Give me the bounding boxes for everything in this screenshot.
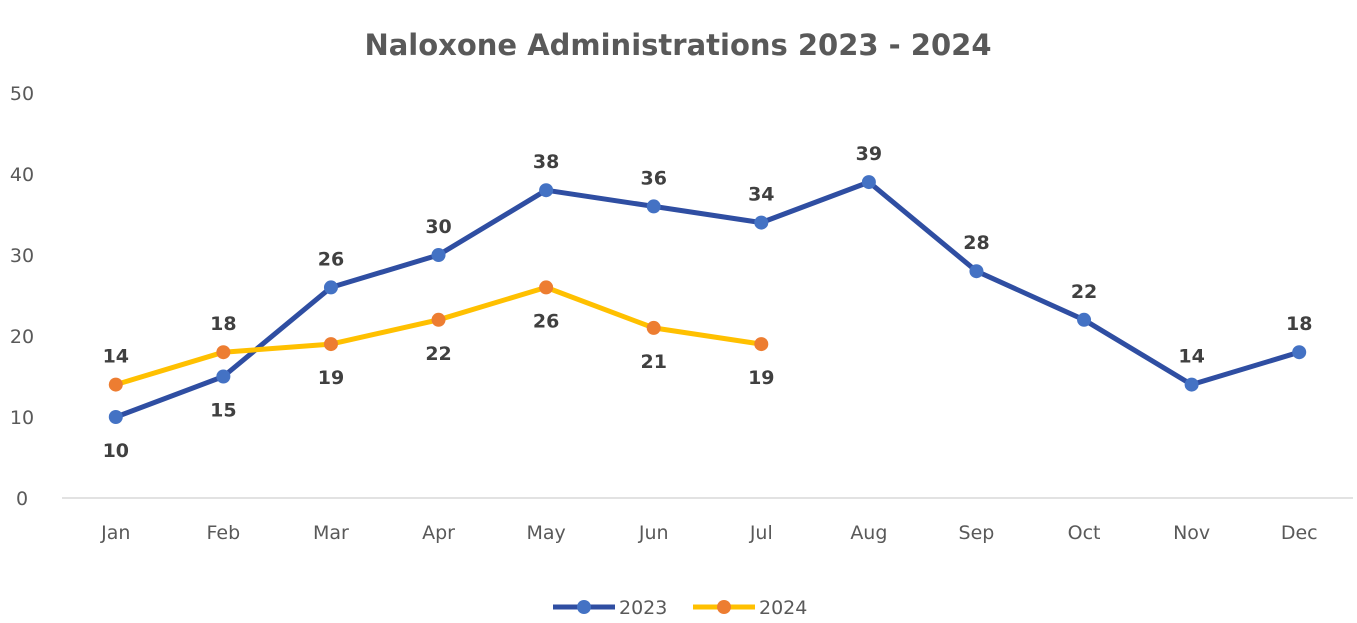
legend-label-2023: 2023 bbox=[619, 597, 667, 619]
data-point-2023 bbox=[1292, 345, 1307, 360]
y-tick-label: 0 bbox=[16, 488, 28, 510]
x-tick-label: Nov bbox=[1173, 522, 1210, 544]
series-line-2023 bbox=[113, 179, 1302, 420]
data-point-2023 bbox=[323, 280, 338, 295]
data-labels: 10 15 26 30 38 36 34 39 28 22 14 18 14 18 19 22 26 21 19 bbox=[103, 143, 1313, 462]
legend-marker-2023 bbox=[577, 600, 591, 614]
data-label-2023: 38 bbox=[533, 151, 559, 173]
x-tick-label: Jul bbox=[749, 522, 773, 544]
x-tick-label: Jan bbox=[100, 522, 130, 544]
data-label-2024: 21 bbox=[640, 351, 666, 373]
data-point-2023 bbox=[1184, 377, 1199, 392]
y-tick-label: 50 bbox=[10, 83, 34, 105]
legend: 2023 2024 bbox=[553, 597, 807, 619]
data-point-2023 bbox=[861, 175, 876, 190]
data-label-2023: 34 bbox=[748, 184, 774, 206]
x-tick-label: Apr bbox=[422, 522, 455, 544]
data-point-2023 bbox=[969, 264, 984, 279]
data-label-2023: 10 bbox=[103, 440, 129, 462]
y-tick-label: 20 bbox=[10, 326, 34, 348]
data-label-2023: 30 bbox=[425, 216, 451, 238]
data-point-2024 bbox=[108, 377, 123, 392]
chart-title: Naloxone Administrations 2023 - 2024 bbox=[364, 28, 991, 62]
data-point-2024 bbox=[323, 337, 338, 352]
data-point-2024 bbox=[431, 312, 446, 327]
data-label-2024: 26 bbox=[533, 310, 559, 332]
data-label-2024: 18 bbox=[210, 313, 236, 335]
data-label-2023: 28 bbox=[963, 232, 989, 254]
data-point-2023 bbox=[539, 183, 554, 198]
x-tick-label: Feb bbox=[207, 522, 241, 544]
x-axis: Jan Feb Mar Apr May Jun Jul Aug Sep Oct Nov Dec bbox=[100, 522, 1317, 544]
data-point-2023 bbox=[1077, 312, 1092, 327]
legend-label-2024: 2024 bbox=[759, 597, 807, 619]
x-tick-label: May bbox=[526, 522, 565, 544]
data-label-2024: 19 bbox=[748, 367, 774, 389]
y-axis: 0 10 20 30 40 50 bbox=[10, 83, 34, 510]
x-tick-label: Mar bbox=[313, 522, 349, 544]
data-label-2024: 22 bbox=[425, 343, 451, 365]
data-label-2023: 39 bbox=[856, 143, 882, 165]
data-label-2023: 14 bbox=[1178, 346, 1204, 368]
data-label-2023: 26 bbox=[318, 248, 344, 270]
data-label-2023: 18 bbox=[1286, 313, 1312, 335]
data-label-2024: 14 bbox=[103, 346, 129, 368]
data-point-2024 bbox=[539, 280, 554, 295]
x-tick-label: Sep bbox=[959, 522, 995, 544]
x-tick-label: Aug bbox=[850, 522, 887, 544]
x-tick-label: Jun bbox=[638, 522, 669, 544]
y-tick-label: 30 bbox=[10, 245, 34, 267]
data-label-2023: 36 bbox=[640, 167, 666, 189]
data-label-2024: 19 bbox=[318, 367, 344, 389]
data-point-2024 bbox=[754, 337, 769, 352]
y-tick-label: 40 bbox=[10, 164, 34, 186]
y-tick-label: 10 bbox=[10, 407, 34, 429]
x-tick-label: Oct bbox=[1068, 522, 1101, 544]
data-point-2023 bbox=[754, 215, 769, 230]
x-tick-label: Dec bbox=[1281, 522, 1318, 544]
data-point-2024 bbox=[646, 320, 661, 335]
series-layer bbox=[108, 175, 1307, 424]
data-label-2023: 22 bbox=[1071, 281, 1097, 303]
data-label-2023: 15 bbox=[210, 400, 236, 422]
data-point-2023 bbox=[431, 248, 446, 262]
data-point-2023 bbox=[646, 199, 661, 214]
data-point-2024 bbox=[216, 345, 231, 360]
data-point-2023 bbox=[108, 410, 123, 424]
data-point-2023 bbox=[216, 369, 231, 384]
legend-marker-2024 bbox=[717, 600, 731, 614]
